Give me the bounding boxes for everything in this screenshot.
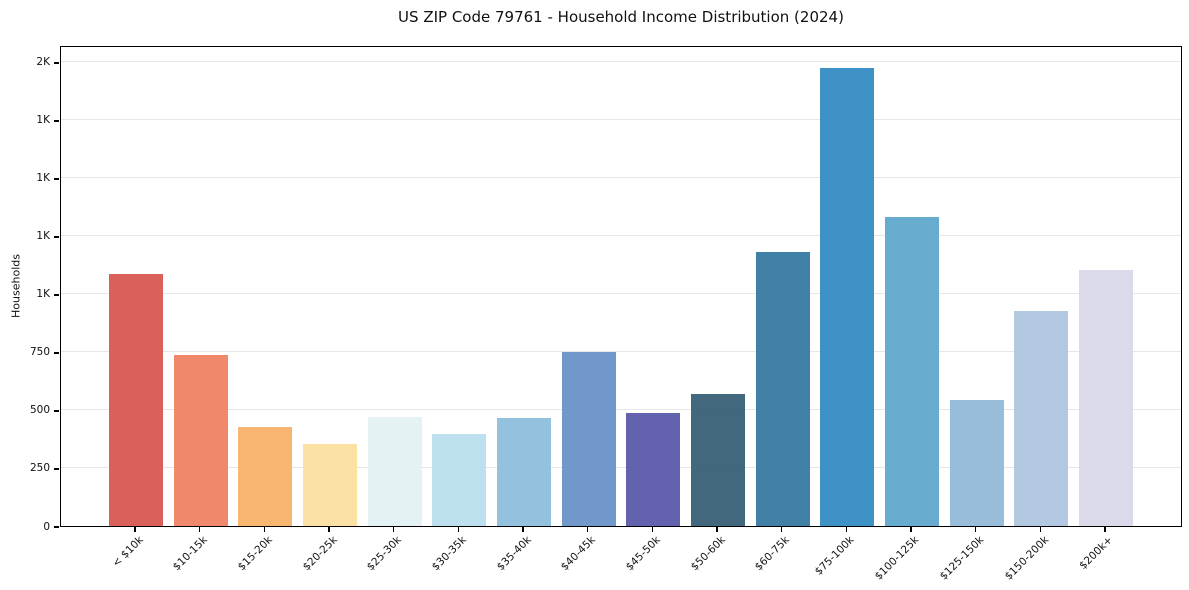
x-tick-label: $50-60k: [688, 534, 728, 574]
y-tick-label: 1K: [36, 230, 50, 243]
x-tick-mark: [586, 527, 589, 532]
x-tick-label: $15-20k: [235, 534, 275, 574]
y-tick-mark: [54, 62, 59, 64]
x-tick-mark: [975, 527, 977, 532]
bar-40-45k: [561, 351, 616, 526]
x-tick-mark: [651, 527, 654, 532]
y-tick-mark: [54, 120, 59, 122]
y-tick-label: 750: [29, 346, 50, 359]
chart-title: US ZIP Code 79761 - Household Income Dis…: [398, 8, 844, 26]
x-tick-mark: [198, 527, 201, 532]
y-tick-label: 2K: [36, 56, 50, 69]
x-tick-mark: [1039, 527, 1042, 532]
x-tick-mark: [457, 527, 460, 532]
bar-10-15k: [173, 355, 228, 526]
y-tick-mark: [54, 352, 59, 354]
gridline: [61, 292, 1181, 294]
gridline: [61, 467, 1181, 468]
y-axis-label: Households: [9, 254, 23, 318]
bar-125-150k: [949, 399, 1004, 526]
bar-150-200k: [1014, 311, 1069, 526]
y-tick-label: 0: [43, 520, 50, 533]
bar-20-25k: [303, 443, 357, 526]
bar-30-35k: [432, 434, 487, 526]
x-tick-mark: [1104, 527, 1106, 532]
x-tick-label: $45-50k: [623, 534, 663, 574]
bar-45-50k: [626, 413, 681, 526]
x-tick-mark: [392, 527, 395, 532]
x-tick-mark: [910, 527, 912, 532]
x-tick-label: $125-150k: [937, 534, 987, 583]
gridline: [61, 176, 1181, 178]
x-tick-label: $35-40k: [494, 534, 534, 574]
gridline: [61, 350, 1181, 352]
bar-75-100k: [820, 67, 875, 526]
y-tick-mark: [54, 236, 59, 238]
y-tick-label: 1K: [36, 114, 50, 127]
gridline: [61, 409, 1181, 410]
bar-200k: [1079, 269, 1134, 526]
y-tick-mark: [54, 410, 59, 412]
bar-35-40k: [497, 418, 552, 526]
y-tick-label: 250: [29, 462, 50, 475]
bar-60-75k: [755, 252, 810, 526]
x-tick-label: $75-100k: [813, 534, 857, 578]
x-tick-label: $25-30k: [365, 534, 405, 574]
gridline: [61, 60, 1181, 62]
y-tick-mark: [54, 526, 59, 528]
y-tick-label: 1K: [36, 288, 50, 301]
x-tick-label: $20-25k: [300, 534, 340, 574]
x-tick-mark: [716, 527, 718, 532]
y-tick-label: 1K: [36, 172, 50, 185]
y-tick-mark: [54, 294, 59, 296]
gridline: [61, 234, 1181, 236]
bar-100-125k: [885, 217, 940, 526]
y-tick-mark: [54, 468, 59, 470]
y-tick-label: 500: [29, 404, 50, 417]
x-tick-mark: [781, 527, 783, 532]
bar-25-30k: [367, 416, 422, 526]
x-tick-label: $30-35k: [429, 534, 469, 574]
x-tick-label: $150-200k: [1002, 534, 1051, 583]
x-tick-mark: [845, 527, 848, 532]
x-tick-mark: [522, 527, 524, 532]
x-tick-mark: [134, 527, 136, 532]
bar-50-60k: [691, 393, 746, 526]
x-tick-mark: [263, 527, 266, 532]
x-tick-label: $200k+: [1077, 534, 1116, 572]
x-tick-label: $100-125k: [872, 534, 922, 583]
x-tick-label: < $10k: [109, 534, 146, 570]
x-tick-mark: [328, 527, 330, 532]
bar-15-20k: [238, 427, 293, 526]
x-tick-label: $40-45k: [559, 534, 599, 574]
x-tick-label: $60-75k: [753, 534, 793, 574]
gridline: [61, 118, 1181, 120]
x-tick-label: $10-15k: [171, 534, 211, 574]
plot-area: [60, 46, 1182, 527]
y-tick-mark: [54, 178, 59, 180]
bar-10k: [109, 274, 163, 526]
